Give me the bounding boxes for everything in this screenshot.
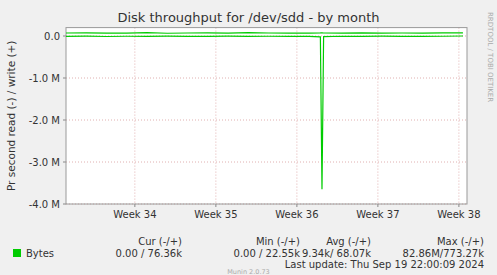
title: Disk throughput for /dev/sdd - by month: [117, 10, 379, 25]
y-tick-label: -3.0 M: [29, 157, 60, 168]
stats-value: 0.00 / 76.36k: [116, 248, 183, 259]
stats-value: 0.00 / 22.55k: [234, 248, 301, 259]
data-group: [66, 33, 463, 190]
y-tick-label: -1.0 M: [29, 73, 60, 84]
chart: Disk throughput for /dev/sdd - by month P…: [0, 0, 497, 275]
stats-value: 82.86M/773.27k: [403, 248, 485, 259]
legend-swatch: [13, 249, 21, 257]
grid-line: [296, 28, 297, 204]
series-line: [66, 36, 463, 189]
footer: Munin 2.0.73: [227, 268, 270, 275]
grid-line: [458, 28, 459, 204]
grid-line: [66, 78, 467, 79]
stats-value: 9.34k/ 68.07k: [302, 248, 371, 259]
legend-label: Bytes: [26, 248, 54, 259]
y-tick-label: -4.0 M: [29, 199, 60, 210]
grid-line: [66, 120, 467, 121]
stats-header: Max (-/+): [437, 236, 484, 247]
series-line: [66, 32, 463, 34]
stats-header: Cur (-/+): [138, 236, 182, 247]
y-tick-label: 0.0: [44, 31, 60, 42]
x-tick-label: Week 37: [356, 209, 399, 220]
x-tick-label: Week 38: [437, 209, 480, 220]
x-tick-label: Week 36: [275, 209, 318, 220]
grid-line: [66, 162, 467, 163]
grid-line: [215, 28, 216, 204]
x-tick-label: Week 34: [113, 209, 156, 220]
grid-line: [377, 28, 378, 204]
x-tick-label: Week 35: [194, 209, 237, 220]
last-update: Last update: Thu Sep 19 22:00:09 2024: [285, 259, 484, 270]
stats-header: Min (-/+): [256, 236, 300, 247]
frame: [66, 28, 467, 204]
grid-line: [134, 28, 135, 204]
watermark: RRDTOOL / TOBI OETIKER: [486, 12, 494, 102]
y-tick-label: -2.0 M: [29, 115, 60, 126]
stats-header: Avg (-/+): [326, 236, 371, 247]
y-label: Pr second read (-) / write (+): [5, 41, 17, 192]
background: [0, 0, 497, 275]
plot-area: [66, 28, 467, 204]
